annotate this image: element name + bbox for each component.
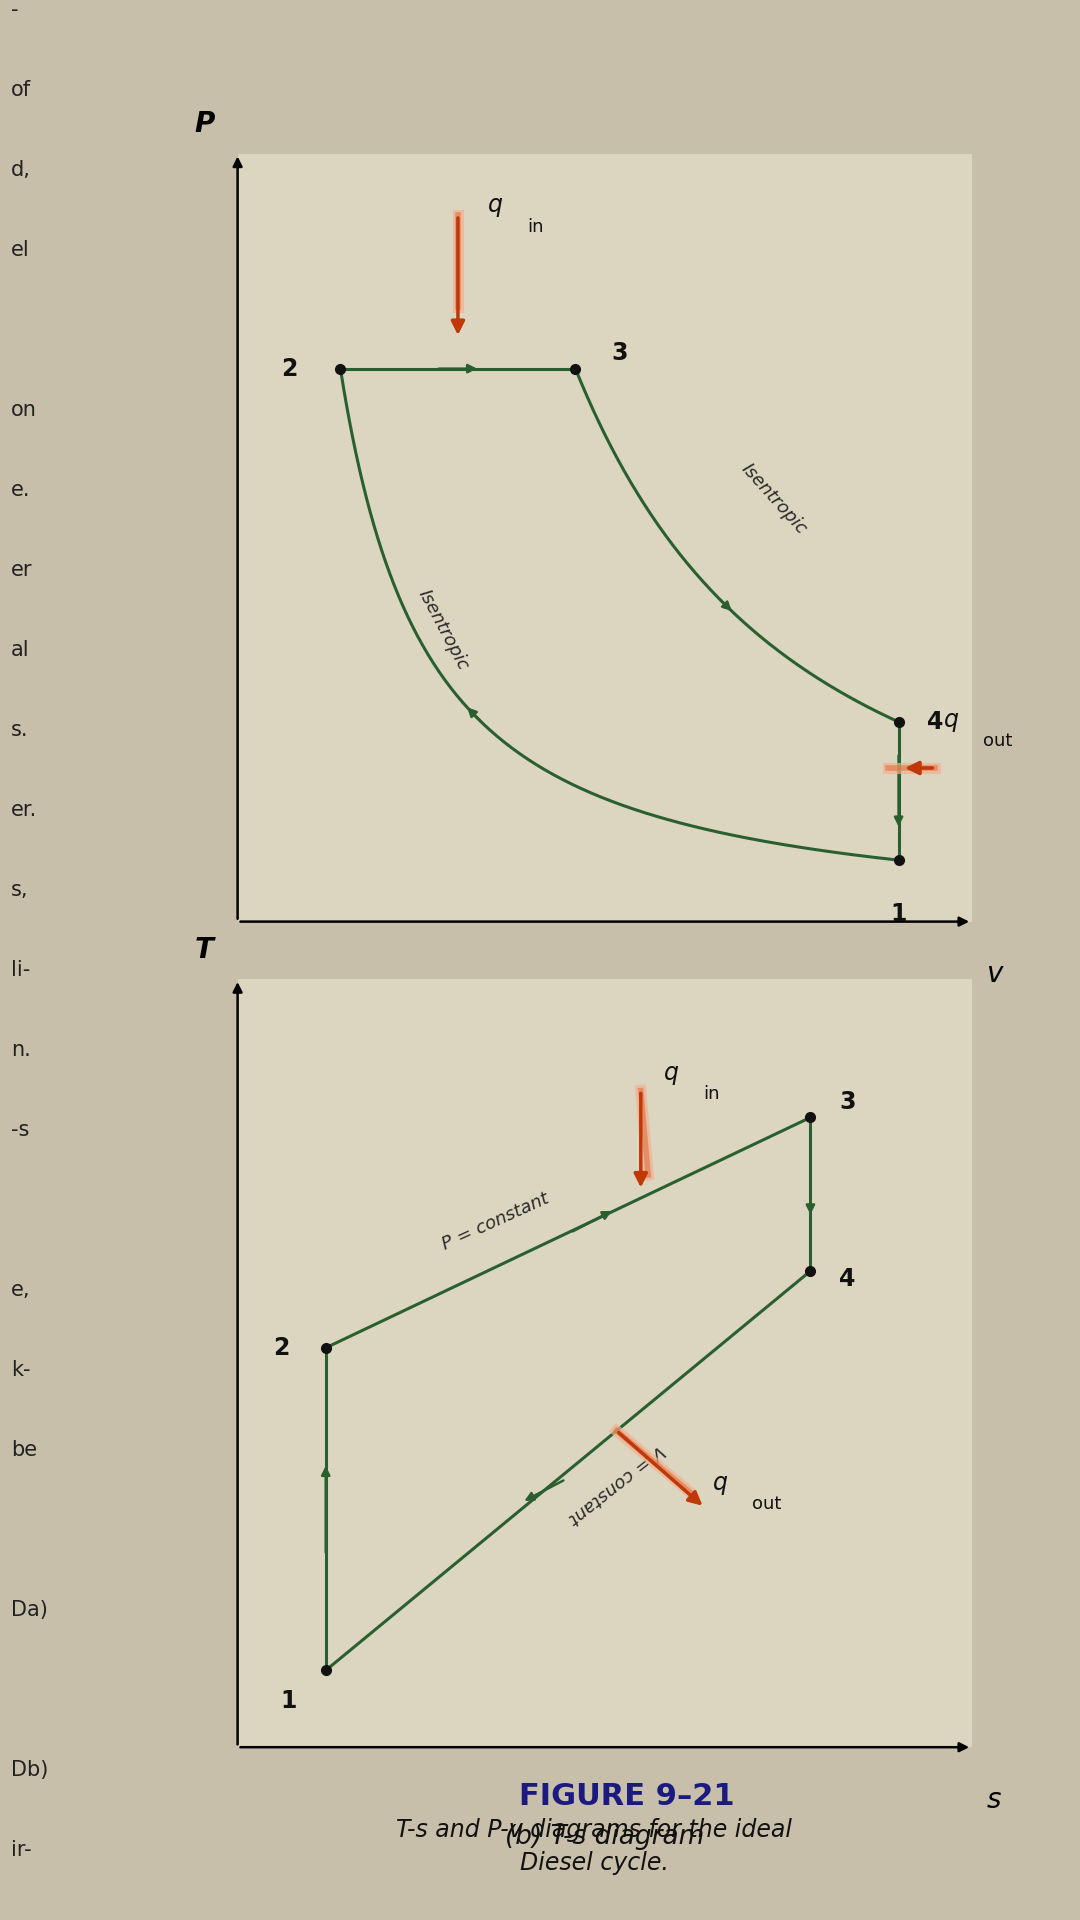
Text: P: P	[194, 109, 215, 138]
Text: $q$: $q$	[712, 1473, 728, 1496]
Text: P = constant: P = constant	[440, 1188, 552, 1254]
Text: (b) T-s diagram: (b) T-s diagram	[505, 1824, 704, 1851]
Text: FIGURE 9–21: FIGURE 9–21	[518, 1782, 734, 1811]
Text: $q$: $q$	[663, 1064, 679, 1087]
Text: 3: 3	[611, 342, 627, 365]
Text: $q$: $q$	[487, 196, 503, 219]
Text: $q$: $q$	[943, 710, 959, 733]
Text: e,: e,	[11, 1281, 30, 1300]
Text: out: out	[983, 732, 1012, 751]
Text: s.: s.	[11, 720, 28, 739]
Text: -s: -s	[11, 1119, 29, 1140]
Text: on: on	[11, 399, 37, 420]
Text: 3: 3	[839, 1091, 855, 1114]
Text: -: -	[11, 0, 18, 19]
Text: V = constant: V = constant	[565, 1442, 669, 1528]
Text: ir-: ir-	[11, 1839, 31, 1860]
Text: in: in	[703, 1085, 719, 1104]
Text: (a) P-v diagram: (a) P-v diagram	[503, 998, 706, 1025]
Text: T: T	[195, 935, 214, 964]
Text: al: al	[11, 639, 29, 660]
Text: 4: 4	[927, 710, 944, 733]
Text: T-s and P-v diagrams for the ideal: T-s and P-v diagrams for the ideal	[396, 1818, 792, 1843]
Text: s: s	[987, 1786, 1001, 1814]
Text: er: er	[11, 561, 32, 580]
Text: e.: e.	[11, 480, 30, 499]
Text: 1: 1	[281, 1690, 297, 1713]
Text: 1: 1	[890, 902, 907, 925]
Text: Db): Db)	[11, 1761, 49, 1780]
Text: in: in	[528, 217, 544, 236]
Text: d,: d,	[11, 159, 30, 180]
Text: li-: li-	[11, 960, 30, 979]
Text: er.: er.	[11, 801, 37, 820]
Text: out: out	[753, 1496, 782, 1513]
Text: 2: 2	[273, 1336, 289, 1359]
Text: v: v	[987, 960, 1003, 989]
Text: be: be	[11, 1440, 37, 1459]
Text: 2: 2	[281, 357, 297, 380]
Text: Isentropic: Isentropic	[415, 586, 472, 674]
Text: Diesel cycle.: Diesel cycle.	[519, 1851, 669, 1874]
Text: Isentropic: Isentropic	[738, 461, 810, 538]
Text: 4: 4	[839, 1267, 855, 1290]
Text: s,: s,	[11, 879, 28, 900]
Text: k-: k-	[11, 1359, 30, 1380]
Text: Da): Da)	[11, 1599, 48, 1620]
Text: of: of	[11, 81, 31, 100]
Text: n.: n.	[11, 1041, 30, 1060]
Text: el: el	[11, 240, 29, 259]
